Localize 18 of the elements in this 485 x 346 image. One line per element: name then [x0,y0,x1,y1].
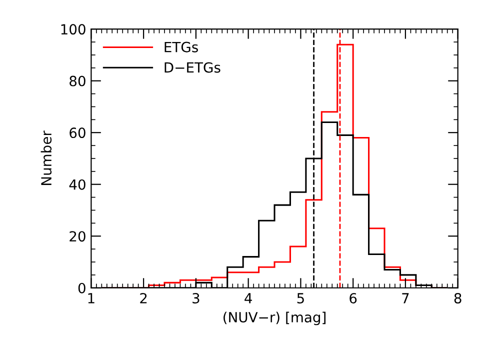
legend-label: ETGs [164,42,198,52]
x-tick-label: 4 [244,293,252,304]
x-tick-label: 6 [350,292,357,304]
y-tick-label: 80 [70,76,86,86]
y-tick-label: 20 [70,231,86,242]
x-tick-label: 1 [88,293,94,304]
y-tick-label: 60 [70,128,86,138]
y-tick-label: 0 [78,282,86,294]
x-tick-label: 8 [454,292,462,304]
y-tick-label: 40 [69,179,86,190]
y-tick-label: 100 [61,24,86,35]
x-tick-label: 5 [297,293,304,304]
x-tick-label: 7 [402,293,409,304]
x-tick-label: 2 [140,292,147,304]
x-tick-label: 3 [192,292,200,304]
y-axis-title: Number [40,130,52,185]
legend-label: D−ETGs [164,62,220,73]
x-axis-title: (NUV−r) [mag] [224,312,326,326]
